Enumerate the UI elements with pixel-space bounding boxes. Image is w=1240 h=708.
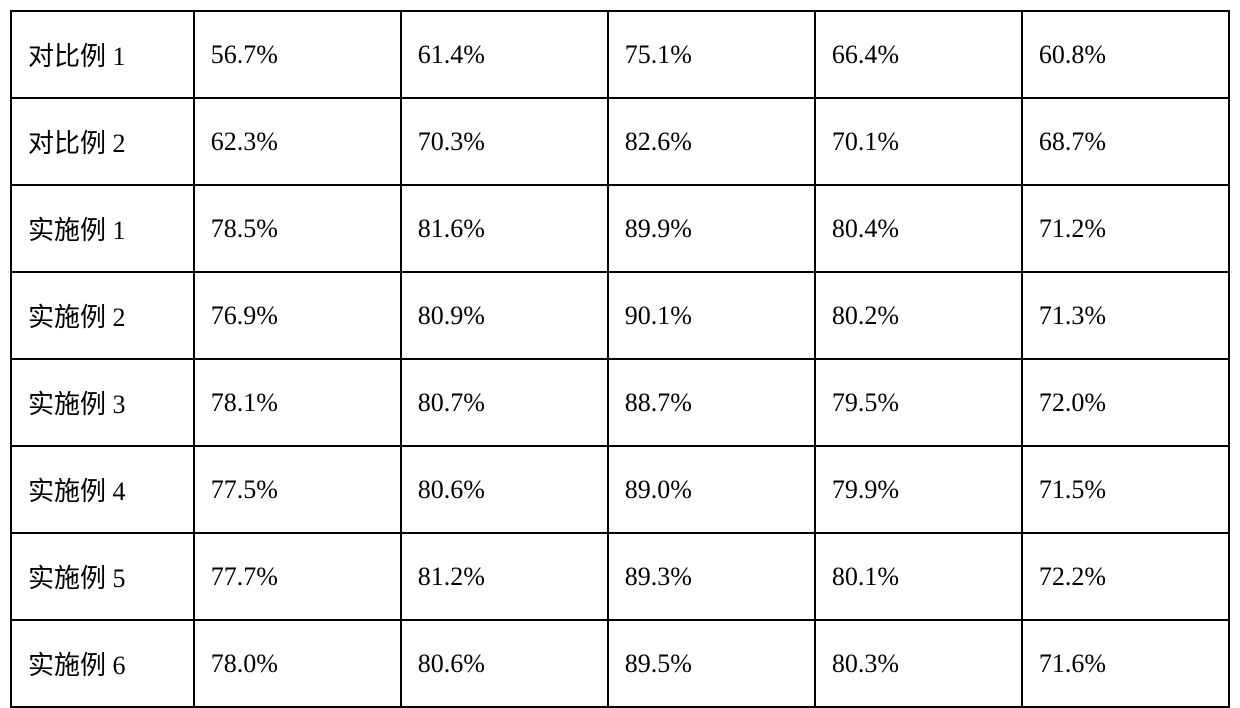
data-cell: 82.6% — [608, 98, 815, 185]
data-cell: 79.9% — [815, 446, 1022, 533]
data-cell: 80.1% — [815, 533, 1022, 620]
data-cell: 77.5% — [194, 446, 401, 533]
data-cell: 72.2% — [1022, 533, 1229, 620]
data-cell: 80.9% — [401, 272, 608, 359]
table-row: 实施例 2 76.9% 80.9% 90.1% 80.2% 71.3% — [11, 272, 1229, 359]
data-cell: 71.5% — [1022, 446, 1229, 533]
data-cell: 66.4% — [815, 11, 1022, 98]
data-cell: 70.1% — [815, 98, 1022, 185]
data-cell: 80.2% — [815, 272, 1022, 359]
table-row: 实施例 1 78.5% 81.6% 89.9% 80.4% 71.2% — [11, 185, 1229, 272]
data-cell: 68.7% — [1022, 98, 1229, 185]
data-cell: 61.4% — [401, 11, 608, 98]
data-cell: 89.5% — [608, 620, 815, 707]
data-cell: 79.5% — [815, 359, 1022, 446]
data-cell: 72.0% — [1022, 359, 1229, 446]
data-cell: 70.3% — [401, 98, 608, 185]
table-row: 实施例 5 77.7% 81.2% 89.3% 80.1% 72.2% — [11, 533, 1229, 620]
table-row: 对比例 2 62.3% 70.3% 82.6% 70.1% 68.7% — [11, 98, 1229, 185]
data-cell: 75.1% — [608, 11, 815, 98]
data-table: 对比例 1 56.7% 61.4% 75.1% 66.4% 60.8% 对比例 … — [10, 10, 1230, 708]
row-label: 实施例 6 — [11, 620, 194, 707]
row-label: 对比例 1 — [11, 11, 194, 98]
data-cell: 89.9% — [608, 185, 815, 272]
data-cell: 78.0% — [194, 620, 401, 707]
row-label: 实施例 4 — [11, 446, 194, 533]
data-cell: 56.7% — [194, 11, 401, 98]
data-cell: 71.2% — [1022, 185, 1229, 272]
table-row: 对比例 1 56.7% 61.4% 75.1% 66.4% 60.8% — [11, 11, 1229, 98]
data-cell: 89.3% — [608, 533, 815, 620]
data-cell: 77.7% — [194, 533, 401, 620]
data-cell: 80.6% — [401, 446, 608, 533]
data-cell: 60.8% — [1022, 11, 1229, 98]
data-cell: 78.1% — [194, 359, 401, 446]
data-cell: 71.3% — [1022, 272, 1229, 359]
data-cell: 76.9% — [194, 272, 401, 359]
data-cell: 88.7% — [608, 359, 815, 446]
data-cell: 81.2% — [401, 533, 608, 620]
data-cell: 80.7% — [401, 359, 608, 446]
table-row: 实施例 4 77.5% 80.6% 89.0% 79.9% 71.5% — [11, 446, 1229, 533]
data-cell: 71.6% — [1022, 620, 1229, 707]
data-cell: 80.6% — [401, 620, 608, 707]
table-row: 实施例 3 78.1% 80.7% 88.7% 79.5% 72.0% — [11, 359, 1229, 446]
row-label: 对比例 2 — [11, 98, 194, 185]
data-cell: 90.1% — [608, 272, 815, 359]
data-cell: 80.3% — [815, 620, 1022, 707]
table-body: 对比例 1 56.7% 61.4% 75.1% 66.4% 60.8% 对比例 … — [11, 11, 1229, 707]
data-cell: 81.6% — [401, 185, 608, 272]
table-row: 实施例 6 78.0% 80.6% 89.5% 80.3% 71.6% — [11, 620, 1229, 707]
data-cell: 62.3% — [194, 98, 401, 185]
row-label: 实施例 2 — [11, 272, 194, 359]
row-label: 实施例 5 — [11, 533, 194, 620]
data-cell: 80.4% — [815, 185, 1022, 272]
data-cell: 89.0% — [608, 446, 815, 533]
data-cell: 78.5% — [194, 185, 401, 272]
row-label: 实施例 3 — [11, 359, 194, 446]
row-label: 实施例 1 — [11, 185, 194, 272]
